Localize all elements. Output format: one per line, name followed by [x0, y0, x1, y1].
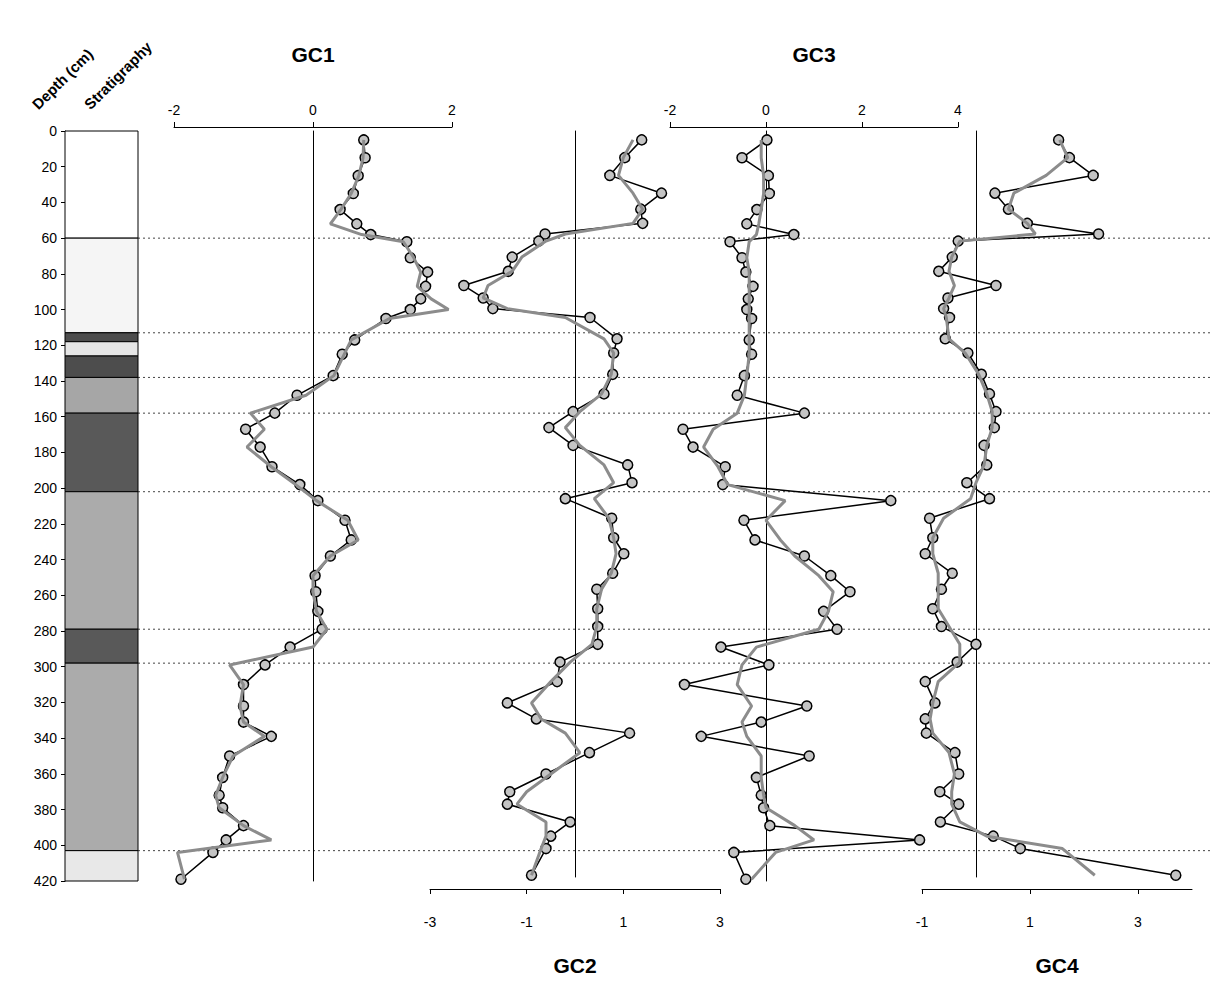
svg-text:240: 240	[34, 552, 58, 568]
svg-text:-1: -1	[520, 914, 533, 930]
svg-text:Depth (cm): Depth (cm)	[28, 45, 97, 113]
svg-text:-3: -3	[424, 914, 437, 930]
svg-text:100: 100	[34, 302, 58, 318]
svg-text:20: 20	[41, 159, 57, 175]
svg-text:-2: -2	[168, 102, 181, 118]
svg-text:260: 260	[34, 587, 58, 603]
svg-text:3: 3	[716, 914, 724, 930]
svg-text:400: 400	[34, 837, 58, 853]
svg-text:60: 60	[41, 230, 57, 246]
svg-text:2: 2	[858, 102, 866, 118]
svg-text:3: 3	[1134, 914, 1142, 930]
svg-text:-1: -1	[916, 914, 929, 930]
svg-text:80: 80	[41, 266, 57, 282]
svg-text:0: 0	[309, 102, 317, 118]
svg-text:-2: -2	[664, 102, 677, 118]
svg-text:GC1: GC1	[291, 43, 335, 66]
svg-text:GC2: GC2	[553, 954, 596, 977]
svg-text:2: 2	[448, 102, 456, 118]
svg-text:220: 220	[34, 516, 58, 532]
svg-text:4: 4	[954, 102, 962, 118]
svg-text:320: 320	[34, 694, 58, 710]
svg-text:420: 420	[34, 873, 58, 889]
svg-text:Stratigraphy: Stratigraphy	[81, 38, 156, 113]
svg-text:120: 120	[34, 337, 58, 353]
svg-text:0: 0	[49, 123, 57, 139]
svg-text:160: 160	[34, 409, 58, 425]
svg-text:340: 340	[34, 730, 58, 746]
svg-text:1: 1	[619, 914, 627, 930]
svg-text:0: 0	[762, 102, 770, 118]
svg-text:1: 1	[1026, 914, 1034, 930]
svg-text:40: 40	[41, 194, 57, 210]
svg-text:GC4: GC4	[1035, 954, 1079, 977]
svg-text:GC3: GC3	[792, 43, 835, 66]
svg-text:280: 280	[34, 623, 58, 639]
svg-text:140: 140	[34, 373, 58, 389]
svg-text:380: 380	[34, 802, 58, 818]
svg-text:300: 300	[34, 659, 58, 675]
svg-text:180: 180	[34, 444, 58, 460]
svg-text:360: 360	[34, 766, 58, 782]
svg-text:200: 200	[34, 480, 58, 496]
